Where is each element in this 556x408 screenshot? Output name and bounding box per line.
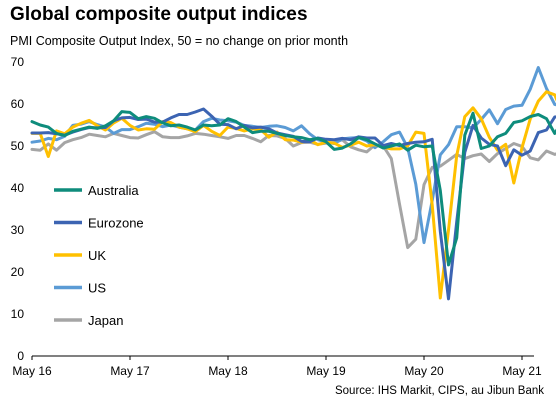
x-tick-label: May 16: [12, 364, 52, 378]
chart-title: Global composite output indices: [10, 4, 308, 25]
y-tick-label: 0: [17, 349, 24, 363]
chart-subtitle: PMI Composite Output Index, 50 = no chan…: [10, 34, 349, 48]
y-tick-label: 60: [11, 97, 25, 111]
legend-label-us: US: [88, 281, 106, 296]
legend-label-uk: UK: [88, 248, 106, 263]
x-tick-label: May 19: [306, 364, 346, 378]
series-line-eurozone: [30, 107, 556, 301]
x-tick-label: May 17: [110, 364, 150, 378]
chart-legend: Australia Eurozone UK US Japan: [54, 183, 144, 328]
y-tick-label: 40: [11, 181, 25, 195]
series-line-australia: [30, 110, 556, 267]
x-tick-label: May 20: [404, 364, 444, 378]
x-tick-label: May 21: [502, 364, 542, 378]
chart-axes: 0 10 20 30 40 50 60 70 May 16 May 17 May 18 May 19 M…: [11, 55, 542, 378]
legend-label-eurozone: Eurozone: [88, 216, 144, 231]
y-tick-label: 20: [11, 265, 25, 279]
y-tick-label: 30: [11, 223, 25, 237]
chart-series: [30, 66, 556, 301]
source-note: Source: IHS Markit, CIPS, au Jibun Bank: [334, 385, 544, 397]
legend-label-japan: Japan: [88, 313, 123, 328]
series-line-japan: [30, 130, 556, 250]
y-tick-label: 70: [11, 55, 25, 69]
x-tick-label: May 18: [208, 364, 248, 378]
legend-label-australia: Australia: [88, 183, 139, 198]
y-tick-label: 50: [11, 139, 25, 153]
y-tick-label: 10: [11, 307, 25, 321]
